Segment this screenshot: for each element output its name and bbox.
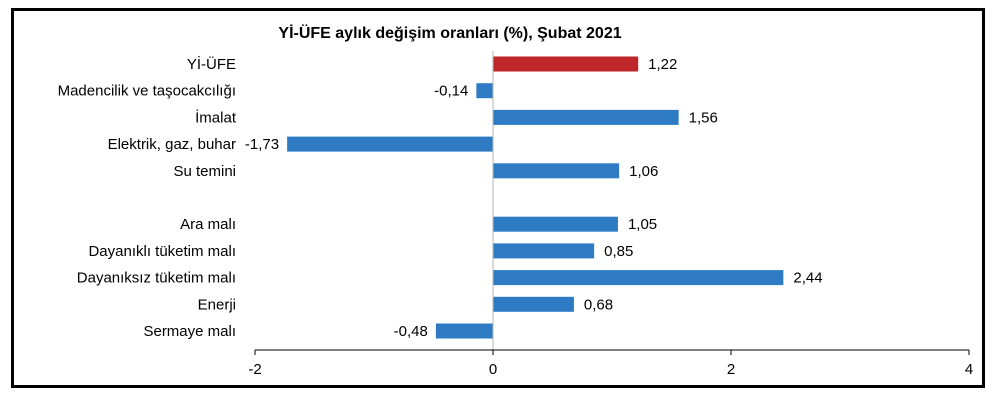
value-label-1: 1,22 — [648, 56, 677, 73]
value-label-5: 1,06 — [629, 163, 658, 180]
category-label-10: Enerji — [198, 296, 236, 313]
x-tick-label-4: 4 — [965, 361, 973, 378]
value-label-4: -1,73 — [245, 136, 279, 153]
category-label-8: Dayanıklı tüketim malı — [88, 243, 236, 260]
category-label-4: Elektrik, gaz, buhar — [108, 136, 236, 153]
bar-5 — [493, 163, 620, 179]
value-label-8: 0,85 — [604, 243, 633, 260]
bars-layer: Yİ-ÜFE 1,22 Madencilik ve taşocakcılığı -0,… — [58, 55, 823, 340]
x-axis: -2 0 2 4 — [248, 51, 973, 378]
category-label-3: İmalat — [195, 108, 237, 126]
bar-8 — [493, 243, 595, 259]
x-tick-label-3: 2 — [727, 361, 735, 378]
value-label-11: -0,48 — [394, 323, 428, 340]
bar-4 — [287, 136, 493, 152]
value-label-3: 1,56 — [689, 109, 718, 126]
value-label-10: 0,68 — [584, 296, 613, 313]
category-label-5: Su temini — [173, 163, 236, 180]
bar-10 — [493, 296, 574, 312]
value-label-2: -0,14 — [434, 83, 468, 100]
category-label-1: Yİ-ÜFE — [187, 55, 236, 73]
category-label-7: Ara malı — [180, 216, 236, 233]
x-tick-label-2: 0 — [489, 361, 497, 378]
chart-title: Yİ-ÜFE aylık değişim oranları (%), Şubat… — [278, 23, 621, 42]
bar-7 — [493, 216, 618, 232]
chart-frame: Yİ-ÜFE aylık değişim oranları (%), Şubat… — [11, 8, 985, 388]
value-label-7: 1,05 — [628, 216, 657, 233]
bar-1 — [493, 56, 639, 72]
category-label-9: Dayanıksız tüketim malı — [77, 270, 236, 287]
bar-11 — [435, 323, 493, 339]
bar-3 — [493, 109, 679, 125]
bar-9 — [493, 270, 784, 286]
category-label-2: Madencilik ve taşocakcılığı — [58, 83, 236, 100]
bar-chart: Yİ-ÜFE aylık değişim oranları (%), Şubat… — [58, 23, 974, 378]
bar-2 — [476, 83, 493, 99]
value-label-9: 2,44 — [793, 270, 822, 287]
x-tick-label-1: -2 — [248, 361, 261, 378]
category-label-11: Sermaye malı — [143, 323, 236, 340]
